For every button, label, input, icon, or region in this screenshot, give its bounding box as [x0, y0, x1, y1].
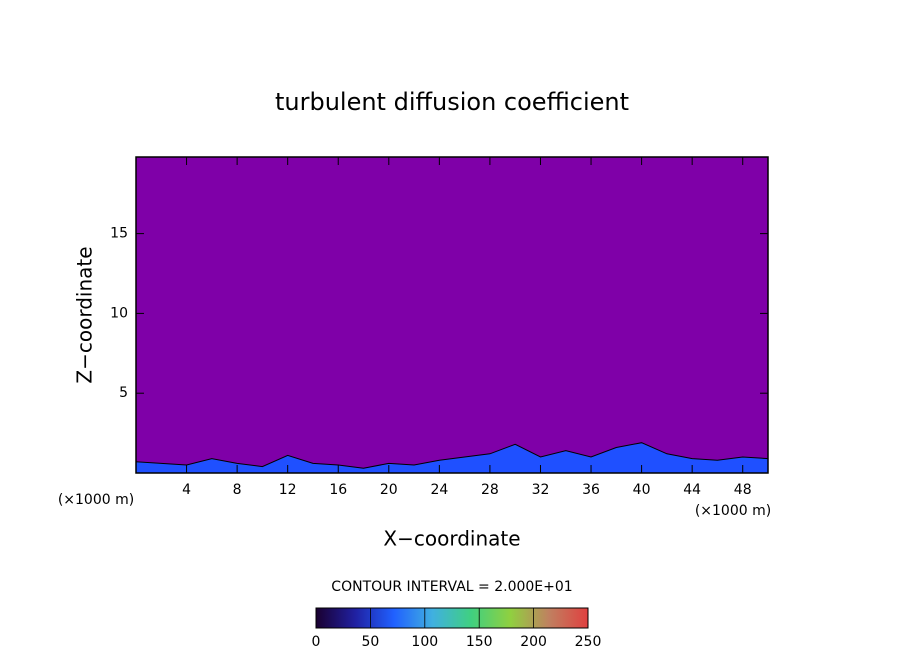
field-background [136, 157, 768, 473]
contour-note: CONTOUR INTERVAL = 2.000E+01 [331, 579, 572, 595]
x-tick-label: 36 [582, 482, 600, 498]
y-tick-label: 10 [110, 305, 128, 321]
y-tick-label: 15 [110, 226, 128, 242]
x-tick-label: 24 [430, 482, 448, 498]
x-axis-label: X−coordinate [383, 527, 520, 551]
colorbar-tick-label: 50 [361, 634, 379, 650]
colorbar-tick-label: 250 [575, 634, 602, 650]
colorbar-tick-label: 150 [466, 634, 493, 650]
x-tick-label: 20 [380, 482, 398, 498]
x-unit-label: (×1000 m) [695, 503, 771, 519]
x-tick-label: 32 [532, 482, 550, 498]
x-tick-label: 44 [683, 482, 701, 498]
colorbar-tick-label: 0 [312, 634, 321, 650]
y-tick-label: 5 [119, 385, 128, 401]
x-tick-label: 40 [633, 482, 651, 498]
y-unit-label: (×1000 m) [58, 492, 134, 508]
x-tick-label: 4 [182, 482, 191, 498]
x-tick-label: 16 [329, 482, 347, 498]
colorbar-tick-label: 200 [520, 634, 547, 650]
colorbar-tick-label: 100 [411, 634, 438, 650]
plot-frame [135, 156, 769, 474]
x-tick-label: 8 [233, 482, 242, 498]
x-tick-label: 28 [481, 482, 499, 498]
x-tick-label: 48 [734, 482, 752, 498]
y-axis-label: Z−coordinate [73, 246, 97, 383]
colorbar [315, 607, 589, 629]
chart-title: turbulent diffusion coefficient [275, 88, 629, 116]
x-tick-label: 12 [279, 482, 297, 498]
contour-layer [135, 442, 769, 474]
